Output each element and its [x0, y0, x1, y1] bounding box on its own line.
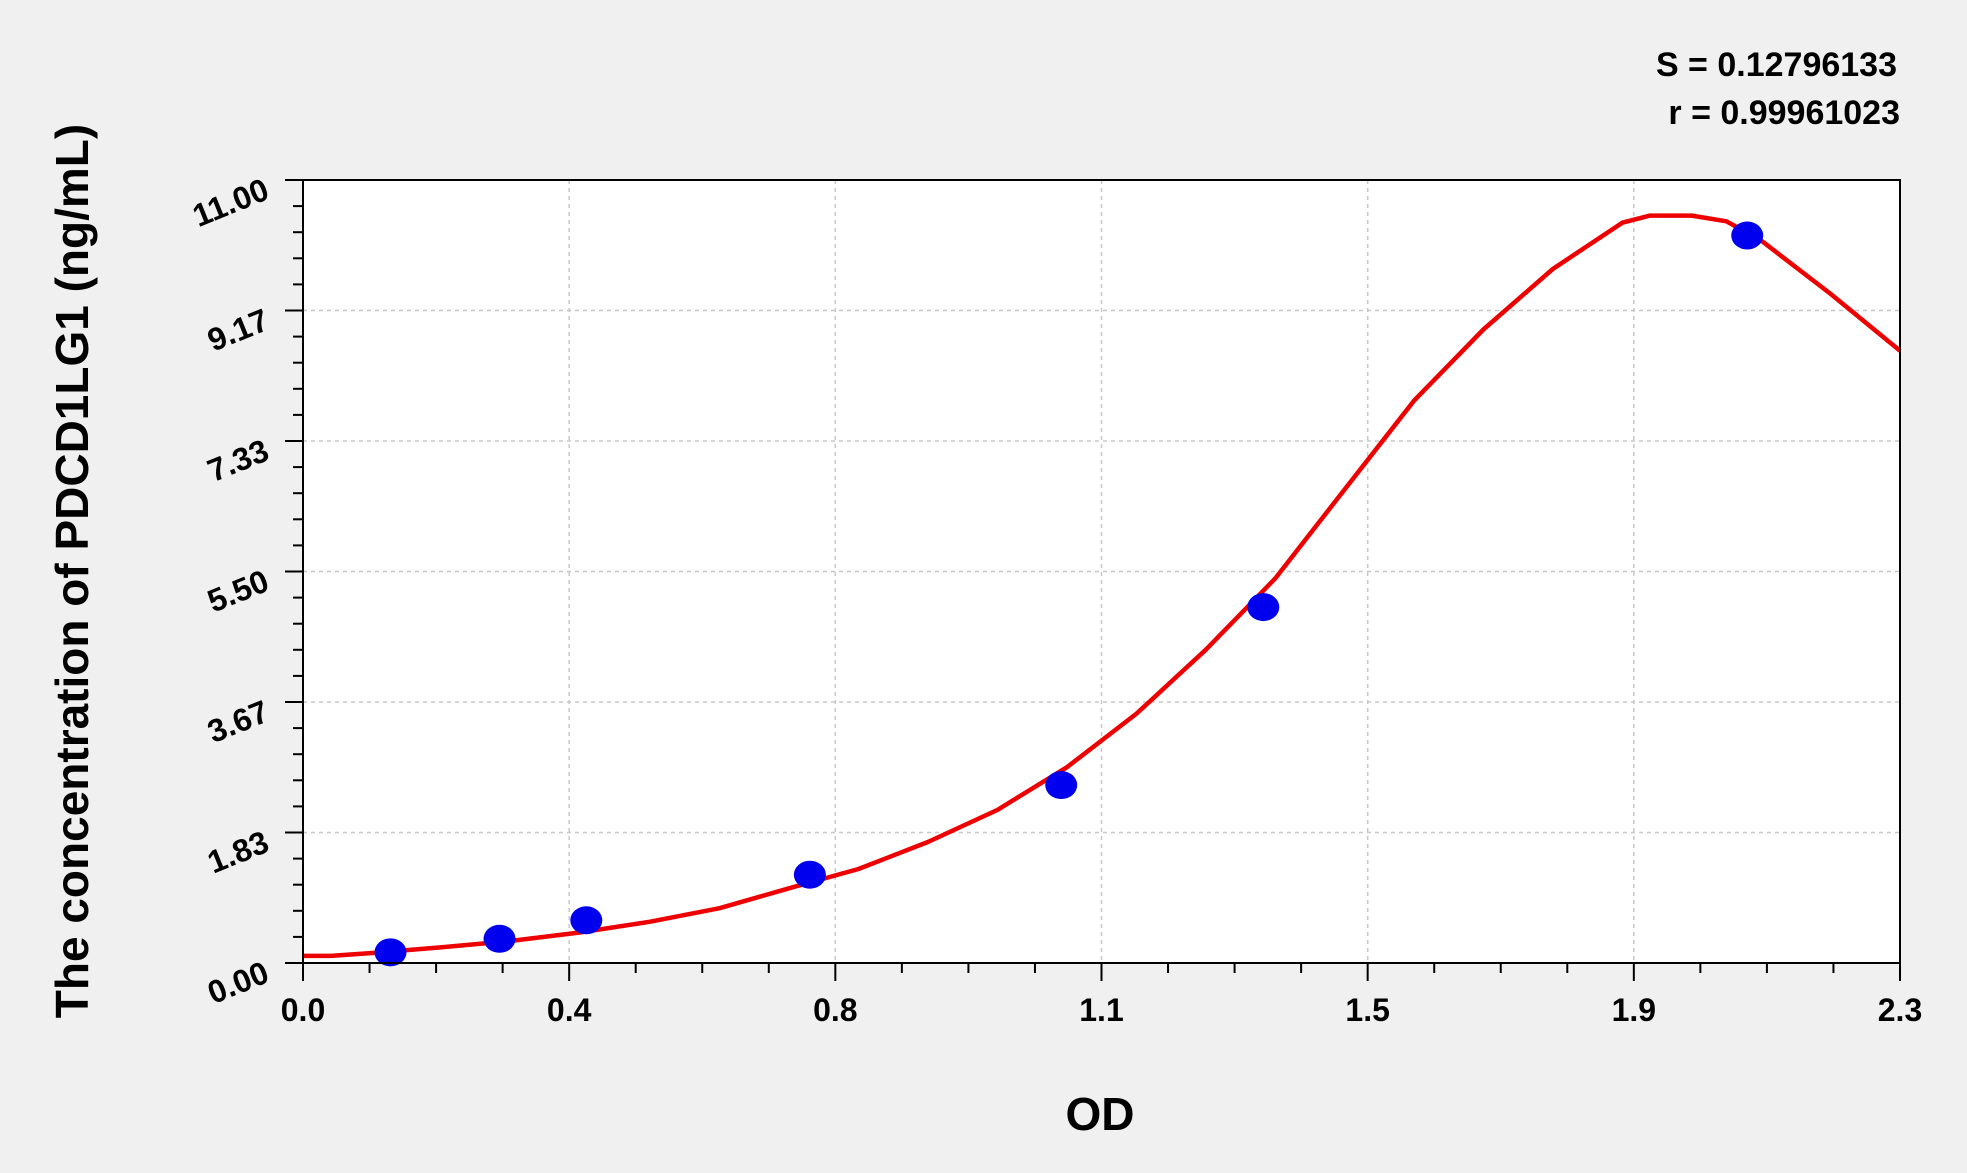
data-point: [374, 938, 407, 967]
y-axis-ticks: 0.00 1.83 3.67 5.50 7.33 9.17 11.00: [188, 171, 303, 1011]
plot-frame: [302, 179, 1901, 964]
x-tick-label: 1.5: [1345, 992, 1389, 1028]
y-tick-label: 11.00: [188, 171, 274, 234]
y-tick-label: 3.67: [202, 693, 273, 750]
data-point: [570, 906, 603, 935]
x-tick-label: 0.0: [281, 992, 325, 1028]
y-tick-label: 7.33: [202, 432, 273, 489]
y-tick-label: 5.50: [202, 563, 273, 620]
y-tick-label: 0.00: [202, 954, 273, 1011]
y-axis-title: The concentration of PDCD1LG1 (ng/mL): [46, 124, 98, 1018]
minor-ticks: [293, 205, 1835, 973]
data-point: [1045, 771, 1078, 800]
x-axis-title: OD: [1066, 1088, 1135, 1140]
x-tick-label: 0.8: [813, 992, 857, 1028]
y-tick-label: 1.83: [202, 824, 273, 881]
x-tick-label: 1.9: [1612, 992, 1656, 1028]
grid: [303, 180, 1900, 963]
data-point: [483, 924, 516, 953]
data-point: [793, 860, 826, 889]
x-tick-label: 2.3: [1878, 992, 1922, 1028]
data-point: [1731, 221, 1764, 250]
series-layer: [303, 213, 1902, 967]
x-axis-ticks: 0.0 0.4 0.8 1.1 1.5 1.9 2.3: [281, 963, 1922, 1028]
fitted-curve: [303, 213, 1902, 959]
x-tick-label: 0.4: [547, 992, 592, 1028]
data-point: [1247, 593, 1280, 622]
y-tick-label: 9.17: [202, 302, 273, 359]
x-tick-label: 1.1: [1079, 992, 1123, 1028]
stat-r-value: r = 0.99961023: [1668, 94, 1900, 132]
stat-s-value: S = 0.12796133: [1656, 46, 1897, 84]
